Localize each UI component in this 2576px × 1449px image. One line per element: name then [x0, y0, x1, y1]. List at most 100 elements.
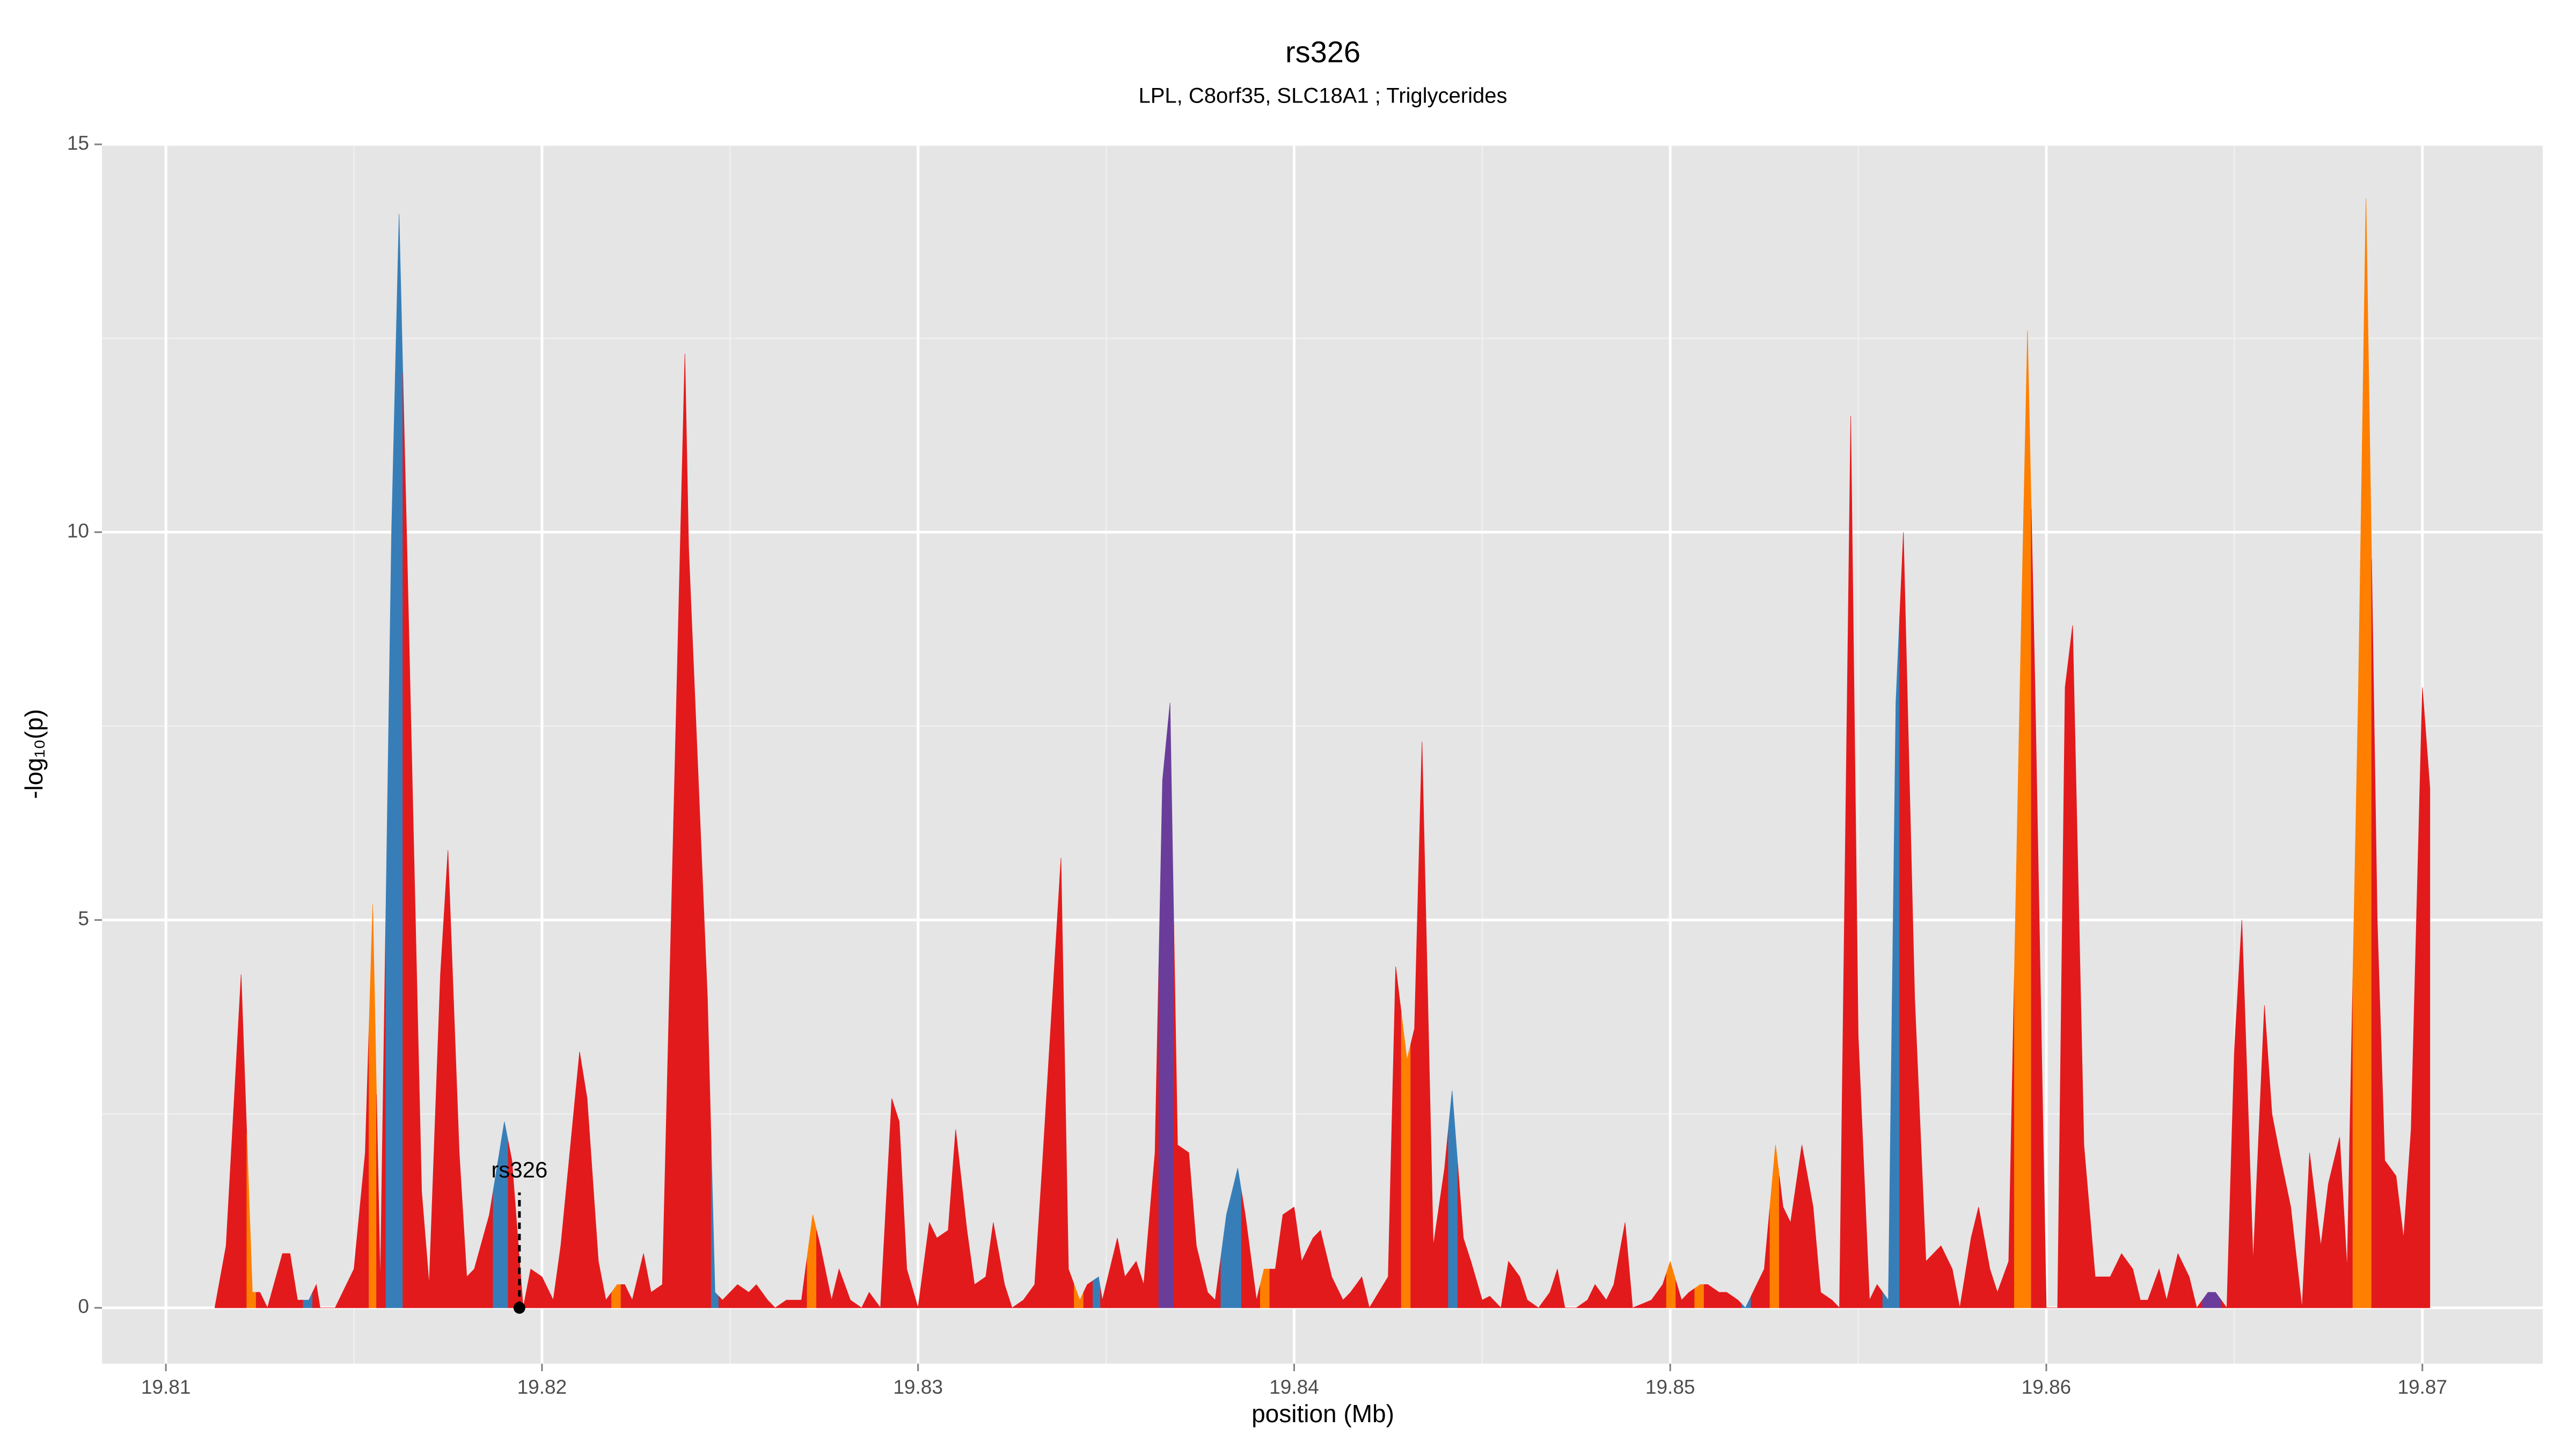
area-segment	[2183, 1265, 2193, 1308]
area-segment	[874, 1203, 887, 1309]
x-tick-label: 19.82	[517, 1376, 567, 1398]
area-segment	[1250, 1257, 1261, 1308]
area-segment	[855, 1300, 866, 1308]
area-segment	[1074, 1284, 1084, 1308]
area-segment	[1220, 1191, 1233, 1308]
area-segment	[2162, 1277, 2173, 1308]
area-segment	[1591, 1284, 1601, 1308]
area-segment	[1418, 741, 1428, 1308]
area-segment	[1100, 1269, 1110, 1308]
area-segment	[1937, 1245, 1947, 1308]
area-segment	[2362, 199, 2372, 1308]
area-segment	[376, 908, 386, 1308]
area-segment	[274, 1253, 287, 1308]
area-segment	[807, 1214, 817, 1308]
area-segment	[286, 1253, 294, 1308]
area-segment	[2275, 1133, 2286, 1308]
area-segment	[312, 1284, 319, 1308]
area-segment	[903, 1195, 913, 1308]
x-tick-label: 19.87	[2397, 1376, 2447, 1398]
area-segment	[2031, 509, 2041, 1308]
area-segment	[771, 1303, 781, 1308]
area-segment	[1173, 924, 1184, 1308]
area-segment	[1751, 1276, 1761, 1308]
area-segment	[1544, 1280, 1554, 1308]
area-segment	[673, 354, 687, 1308]
area-segment	[1356, 1276, 1366, 1308]
area-segment	[647, 1272, 657, 1308]
area-segment	[1495, 1284, 1505, 1308]
area-segment	[1666, 1260, 1677, 1308]
area-segment	[1553, 1269, 1562, 1308]
area-segment	[2296, 1230, 2306, 1308]
y-tick-label: 10	[67, 519, 89, 541]
area-segment	[933, 1230, 943, 1308]
area-segment	[1863, 1168, 1874, 1308]
area-segment	[414, 861, 426, 1308]
area-segment	[425, 1129, 435, 1308]
area-segment	[359, 1028, 369, 1308]
area-segment	[1835, 861, 1846, 1308]
plot-panel	[102, 144, 2543, 1364]
area-segment	[1787, 1183, 1797, 1308]
area-segment	[1365, 1291, 1379, 1308]
area-segment	[865, 1292, 875, 1308]
area-segment	[1448, 1091, 1458, 1308]
area-segment	[1288, 1206, 1298, 1308]
area-segment	[780, 1300, 794, 1308]
area-segment	[2061, 656, 2069, 1308]
area-segment	[1028, 1226, 1039, 1308]
area-segment	[743, 1287, 753, 1308]
area-segment	[1211, 1257, 1221, 1308]
area-segment	[961, 1180, 971, 1308]
area-segment	[2002, 974, 2015, 1308]
area-segment	[1779, 1176, 1787, 1308]
x-tick-label: 19.84	[1269, 1376, 1319, 1398]
axes: 19.81 19.82 19.83 19.84 19.85 19.86 19.87 0 5 10 1…	[67, 132, 2447, 1398]
x-tick-label: 19.85	[1645, 1376, 1695, 1398]
area-segment	[263, 1280, 275, 1309]
area-segment	[1796, 1145, 1808, 1308]
y-tick-label: 0	[78, 1296, 89, 1318]
area-segment	[1826, 1296, 1836, 1308]
area-segment	[1149, 967, 1159, 1308]
area-segment	[2106, 1265, 2117, 1308]
area-segment	[1109, 1238, 1122, 1308]
area-segment	[1504, 1261, 1514, 1308]
area-marks	[214, 199, 2431, 1309]
area-segment	[1232, 1168, 1242, 1308]
area-segment	[444, 850, 454, 1308]
area-segment	[1741, 1296, 1752, 1308]
area-segment	[1760, 1207, 1770, 1308]
x-tick-label: 19.81	[141, 1376, 191, 1398]
area-segment	[2098, 1276, 2107, 1308]
area-segment	[1845, 415, 1855, 1308]
area-segment	[1582, 1292, 1592, 1308]
area-segment	[583, 1075, 593, 1308]
area-segment	[1269, 1242, 1279, 1308]
area-segment	[1316, 1230, 1327, 1308]
area-segment	[816, 1230, 826, 1308]
area-segment	[1817, 1249, 1827, 1308]
area-segment	[1241, 1191, 1252, 1308]
area-segment	[2116, 1253, 2128, 1308]
area-segment	[557, 1148, 570, 1308]
area-segment	[2399, 1183, 2408, 1308]
area-segment	[698, 772, 712, 1308]
area-segment	[395, 214, 404, 1308]
area-segment	[998, 1253, 1009, 1308]
area-segment	[233, 974, 247, 1308]
area-segment	[2143, 1284, 2154, 1308]
area-segment	[1956, 1272, 1966, 1308]
area-segment	[1929, 1249, 1938, 1308]
area-segment	[825, 1272, 836, 1308]
area-segment	[293, 1277, 304, 1308]
area-segment	[1202, 1269, 1212, 1308]
area-segment	[1892, 617, 1900, 1308]
annotation-point	[513, 1301, 525, 1314]
area-segment	[752, 1284, 763, 1308]
x-tick-label: 19.86	[2022, 1376, 2072, 1398]
area-segment	[711, 1145, 719, 1308]
x-tick-label: 19.83	[893, 1376, 943, 1398]
area-segment	[1694, 1284, 1704, 1308]
